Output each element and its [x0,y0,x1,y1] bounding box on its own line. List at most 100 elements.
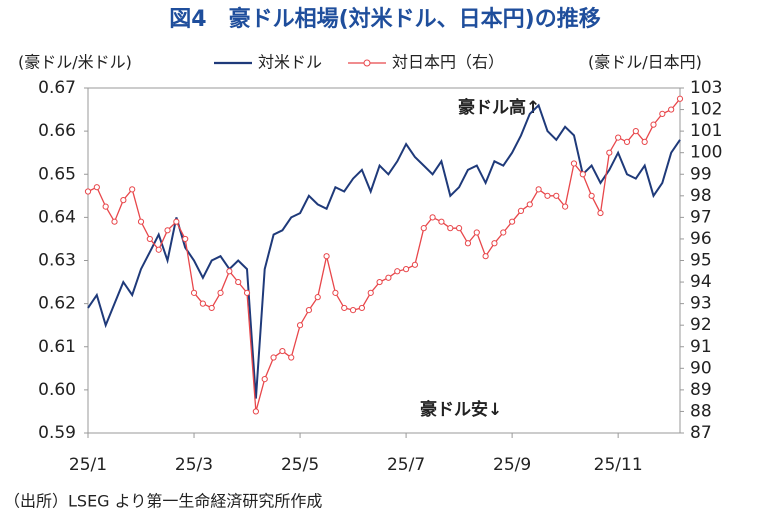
y-tick-label: 0.60 [38,380,76,400]
data-point [235,278,242,286]
data-point [226,268,233,275]
data-point [420,225,427,232]
x-tick-label: 25/5 [281,455,319,475]
y2-tick-label: 87 [690,423,712,443]
annotation: 豪ドル安↓ [420,399,502,420]
data-point [500,229,507,236]
y2-tick-label: 98 [690,186,712,206]
data-point [111,218,118,225]
data-point [129,186,136,193]
data-point [314,294,321,301]
data-point [261,375,268,383]
data-point [394,268,401,275]
source-note: （出所）LSEG より第一生命経済研究所作成 [4,492,322,511]
y-tick-label: 0.61 [38,337,76,357]
series-line [87,103,681,399]
data-point [217,289,224,296]
data-point [464,240,472,247]
y-tick-label: 0.67 [38,78,76,98]
y2-tick-label: 89 [690,380,712,400]
data-point [358,304,366,312]
x-tick-label: 25/1 [69,455,107,475]
y-tick-label: 0.65 [38,164,76,184]
data-point [146,235,153,243]
data-point [668,106,675,113]
legend-marker [363,59,371,67]
data-point [535,186,542,193]
data-point [120,197,127,204]
data-point [482,253,489,260]
y2-tick-label: 102 [690,100,722,120]
x-tick-label: 25/11 [594,455,643,475]
y2-tick-label: 91 [690,337,712,357]
legend-label: 対日本円（右） [392,53,504,72]
data-point [173,218,180,225]
data-point [288,354,295,361]
data-point [650,121,657,128]
series-line [87,98,681,412]
data-point [296,322,304,329]
data-point [429,214,436,221]
data-point [641,138,648,146]
data-point [562,203,569,210]
data-point [243,289,251,296]
chart-title: 図4 豪ドル相場(対米ドル、日本円)の推移 [169,6,600,32]
y-tick-label: 0.64 [38,207,76,227]
data-point [473,229,480,236]
data-point [93,184,100,191]
data-point [305,306,312,314]
data-point [606,149,613,156]
y-axis-title: (豪ドル/米ドル) [18,53,132,72]
data-point [659,110,666,117]
data-point [385,274,392,281]
data-point [84,188,92,195]
data-point [102,203,109,210]
data-point [402,266,410,273]
data-point [367,289,374,296]
y-tick-label: 0.66 [38,121,76,141]
data-point [553,192,560,199]
data-point [182,235,189,243]
data-point [570,160,578,167]
data-point [155,246,162,253]
data-point [279,347,286,355]
y2-tick-label: 100 [690,143,722,163]
x-tick-label: 25/3 [175,455,213,475]
data-point [623,138,631,146]
data-point [447,225,454,232]
data-point [517,207,525,215]
data-point [632,128,639,135]
y2-tick-label: 94 [690,272,712,292]
y2-tick-label: 90 [690,358,712,378]
data-point [456,225,463,232]
data-point [544,192,551,199]
annotation: 豪ドル高↑ [458,97,540,118]
y2-tick-label: 103 [690,78,722,98]
y2-tick-label: 93 [690,294,712,314]
x-tick-label: 25/7 [387,455,425,475]
data-point [526,201,533,208]
legend-label: 対米ドル [258,53,322,72]
data-point [676,95,684,102]
data-point [323,253,330,260]
data-point [509,218,516,225]
y2-tick-label: 101 [690,121,722,141]
y2-tick-label: 95 [690,251,712,271]
data-point [252,408,259,415]
data-point [376,278,383,286]
data-point [190,289,198,296]
y2-tick-label: 99 [690,164,712,184]
y2-tick-label: 96 [690,229,712,249]
data-point [137,218,145,225]
data-point [579,171,586,178]
data-point [199,300,206,307]
data-point [164,227,171,234]
data-point [438,218,445,225]
data-point [491,240,498,247]
y2-axis-title: (豪ドル/日本円) [588,53,702,72]
data-point [341,304,348,312]
x-tick-label: 25/9 [493,455,531,475]
plot-frame [87,87,681,434]
data-point [208,304,215,312]
